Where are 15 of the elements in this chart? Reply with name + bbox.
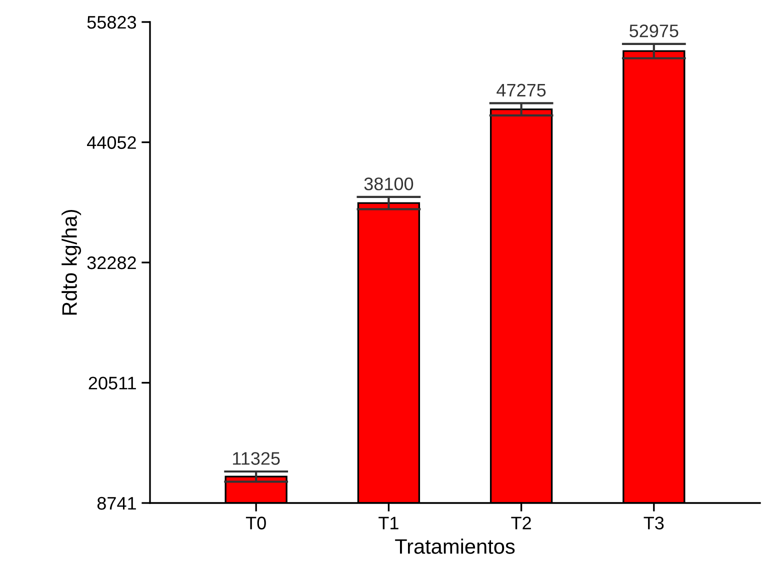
- y-tick-label: 32282: [87, 256, 136, 270]
- x-tick-label: T2: [511, 516, 531, 530]
- data-label: 11325: [233, 452, 280, 465]
- data-label: 38100: [364, 178, 414, 190]
- x-axis-title: Tratamientos: [395, 538, 515, 554]
- x-tick-label: T0: [246, 516, 266, 530]
- x-tick-label: T3: [644, 516, 664, 530]
- y-tick-label: 8741: [97, 496, 136, 510]
- data-label: 47275: [496, 84, 546, 97]
- y-tick-label: 44052: [87, 136, 136, 149]
- x-tick-label: T1: [378, 516, 398, 530]
- y-axis-title: Rdto kg/ha): [62, 210, 82, 315]
- data-label: 52975: [630, 24, 678, 38]
- y-tick-label: 20511: [88, 376, 136, 390]
- y-tick-label: 55823: [87, 16, 136, 29]
